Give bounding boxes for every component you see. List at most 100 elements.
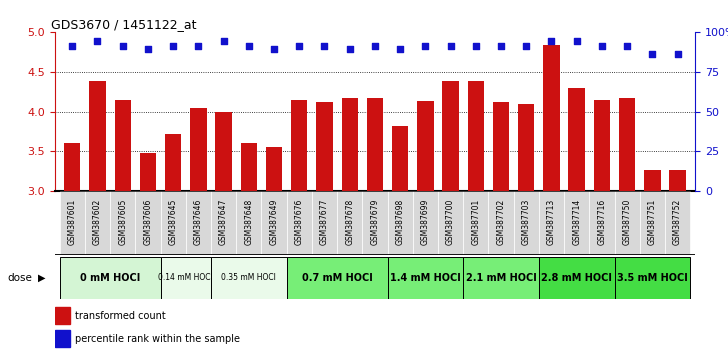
Bar <box>287 257 387 299</box>
Bar <box>241 143 257 191</box>
Bar <box>569 88 585 191</box>
Text: GSM387648: GSM387648 <box>245 199 253 245</box>
Bar <box>467 81 484 191</box>
Bar <box>316 102 333 191</box>
Bar <box>669 170 686 191</box>
Bar <box>337 191 363 255</box>
Text: 0.35 mM HOCl: 0.35 mM HOCl <box>221 273 276 282</box>
Bar <box>387 257 463 299</box>
Point <box>142 47 154 52</box>
Bar <box>341 98 358 191</box>
Bar <box>55 307 71 324</box>
Text: GSM387647: GSM387647 <box>219 199 228 245</box>
Bar <box>287 191 312 255</box>
Bar <box>186 191 211 255</box>
Text: GSM387713: GSM387713 <box>547 199 556 245</box>
Text: GSM387605: GSM387605 <box>118 199 127 245</box>
Bar <box>594 99 610 191</box>
Text: GSM387752: GSM387752 <box>673 199 682 245</box>
Bar <box>589 191 614 255</box>
Bar <box>539 257 614 299</box>
Text: GSM387714: GSM387714 <box>572 199 581 245</box>
Text: GSM387606: GSM387606 <box>143 199 152 245</box>
Text: 0 mM HOCl: 0 mM HOCl <box>80 273 141 283</box>
Bar <box>493 102 509 191</box>
Text: 0.14 mM HOCl: 0.14 mM HOCl <box>159 273 213 282</box>
Text: GSM387602: GSM387602 <box>93 199 102 245</box>
Bar <box>514 191 539 255</box>
Text: GSM387601: GSM387601 <box>68 199 76 245</box>
Bar <box>291 99 307 191</box>
Bar <box>614 257 690 299</box>
Bar <box>266 147 282 191</box>
Text: transformed count: transformed count <box>75 310 166 321</box>
Bar <box>614 191 640 255</box>
Bar <box>463 257 539 299</box>
Bar <box>60 257 161 299</box>
Bar <box>211 257 287 299</box>
Point <box>369 44 381 49</box>
Bar <box>90 81 106 191</box>
Text: 2.8 mM HOCl: 2.8 mM HOCl <box>541 273 612 283</box>
Point <box>117 44 129 49</box>
Bar <box>417 101 434 191</box>
Point <box>218 39 229 44</box>
Point <box>571 39 582 44</box>
Text: GSM387649: GSM387649 <box>269 199 279 245</box>
Point <box>243 44 255 49</box>
Bar <box>261 191 287 255</box>
Text: ▶: ▶ <box>38 273 45 283</box>
Point <box>596 44 608 49</box>
Bar <box>665 191 690 255</box>
Point <box>268 47 280 52</box>
Point <box>344 47 355 52</box>
Bar <box>161 257 211 299</box>
Text: GSM387699: GSM387699 <box>421 199 430 245</box>
Bar <box>564 191 589 255</box>
Point <box>395 47 406 52</box>
Bar <box>165 134 181 191</box>
Point <box>92 39 103 44</box>
Text: GSM387700: GSM387700 <box>446 199 455 245</box>
Text: GSM387677: GSM387677 <box>320 199 329 245</box>
Bar <box>215 112 232 191</box>
Text: GSM387701: GSM387701 <box>471 199 480 245</box>
Point <box>672 51 684 57</box>
Point <box>470 44 482 49</box>
Bar <box>236 191 261 255</box>
Bar <box>211 191 236 255</box>
Text: GSM387678: GSM387678 <box>345 199 355 245</box>
Point <box>445 44 456 49</box>
Point <box>167 44 179 49</box>
Text: 0.7 mM HOCl: 0.7 mM HOCl <box>301 273 373 283</box>
Bar <box>644 170 660 191</box>
Bar <box>161 191 186 255</box>
Text: dose: dose <box>7 273 32 283</box>
Point <box>546 39 558 44</box>
Text: GSM387698: GSM387698 <box>395 199 405 245</box>
Bar <box>387 191 413 255</box>
Point <box>192 44 204 49</box>
Text: GSM387645: GSM387645 <box>169 199 178 245</box>
Bar <box>392 126 408 191</box>
Text: 1.4 mM HOCl: 1.4 mM HOCl <box>390 273 461 283</box>
Bar <box>413 191 438 255</box>
Bar <box>463 191 488 255</box>
Bar <box>543 45 560 191</box>
Text: GSM387679: GSM387679 <box>371 199 379 245</box>
Bar <box>443 81 459 191</box>
Bar <box>55 330 71 347</box>
Point <box>495 44 507 49</box>
Text: percentile rank within the sample: percentile rank within the sample <box>75 333 240 343</box>
Bar <box>488 191 514 255</box>
Bar <box>619 98 636 191</box>
Bar <box>135 191 161 255</box>
Bar <box>312 191 337 255</box>
Bar <box>367 98 383 191</box>
Bar <box>60 191 85 255</box>
Point <box>66 44 78 49</box>
Text: GDS3670 / 1451122_at: GDS3670 / 1451122_at <box>52 18 197 31</box>
Bar <box>110 191 135 255</box>
Point <box>419 44 431 49</box>
Point <box>646 51 658 57</box>
